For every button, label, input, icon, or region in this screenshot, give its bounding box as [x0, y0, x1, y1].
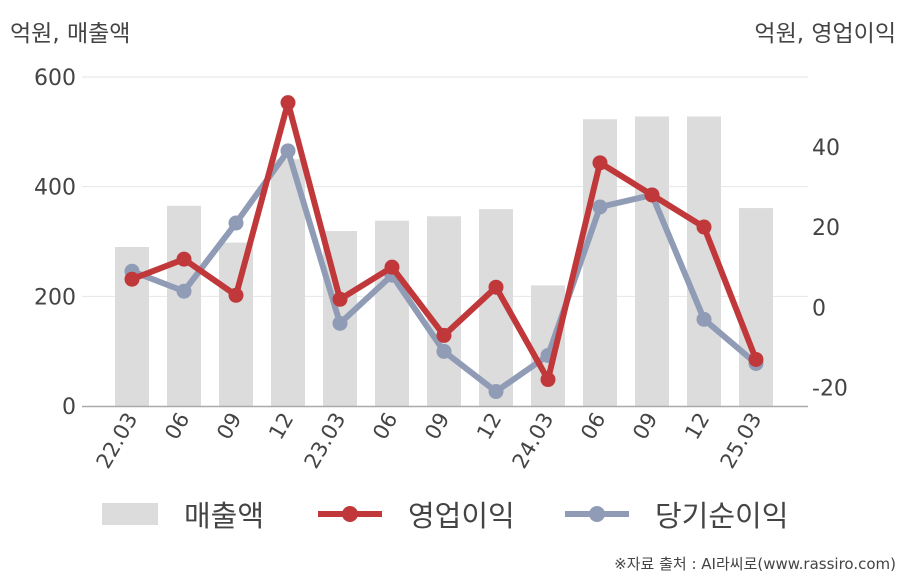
net-profit-point [488, 384, 504, 400]
x-tick-label: 23.03 [299, 409, 350, 473]
x-tick-label: 06 [160, 409, 194, 444]
revenue-bar [531, 285, 565, 406]
x-tick-label: 12 [472, 409, 506, 444]
revenue-bars [115, 116, 773, 406]
legend-label-revenue: 매출액 [184, 499, 265, 533]
profit-lines [124, 95, 764, 400]
operating-profit-point [748, 351, 764, 367]
right-tick-label: -20 [812, 377, 848, 402]
right-tick-label: 0 [812, 296, 826, 321]
left-tick-label: 0 [62, 395, 76, 420]
operating-profit-point [280, 95, 296, 111]
x-tick-label: 22.03 [91, 409, 142, 473]
legend-label-operating-profit: 영업이익 [408, 499, 515, 533]
x-tick-label: 06 [576, 409, 610, 444]
left-tick-label: 600 [34, 66, 76, 91]
x-tick-label: 09 [212, 409, 246, 444]
x-tick-label: 09 [628, 409, 662, 444]
revenue-bar [635, 116, 669, 406]
revenue-bar [271, 159, 305, 406]
net-profit-point [280, 143, 296, 159]
x-tick-label: 25.03 [715, 409, 766, 473]
net-profit-point [436, 343, 452, 359]
x-tick-label: 24.03 [507, 409, 558, 473]
net-profit-point [176, 283, 192, 299]
x-tick-label: 09 [420, 409, 454, 444]
revenue-bar [739, 208, 773, 406]
legend-label-net-profit: 당기순이익 [655, 499, 789, 533]
x-tick-label: 06 [368, 409, 402, 444]
x-tick-label: 12 [264, 409, 298, 444]
operating-profit-point [696, 219, 712, 235]
revenue-bar [167, 205, 201, 406]
operating-profit-point [644, 187, 660, 203]
right-tick-label: 40 [812, 136, 840, 161]
left-tick-label: 400 [34, 176, 76, 201]
net-profit-point [332, 315, 348, 331]
operating-profit-point [384, 259, 400, 275]
operating-profit-point [592, 155, 608, 171]
operating-profit-point [176, 251, 192, 267]
net-profit-swatch [565, 503, 629, 525]
legend-item-net-profit: 당기순이익 [565, 494, 788, 534]
revenue-swatch [102, 503, 158, 525]
chart-legend: 매출액 영업이익 당기순이익 [0, 494, 908, 534]
net-profit-point [228, 215, 244, 231]
net-profit-point [696, 311, 712, 327]
operating-profit-point [228, 287, 244, 303]
legend-item-operating-profit: 영업이익 [318, 494, 515, 534]
data-source-note: ※자료 출처 : AI라씨로(www.rassiro.com) [614, 555, 896, 573]
operating-profit-point [124, 271, 140, 287]
operating-profit-point [488, 279, 504, 295]
legend-item-revenue: 매출액 [102, 494, 264, 534]
operating-profit-swatch [318, 503, 382, 525]
right-tick-label: 20 [812, 216, 840, 241]
left-tick-label: 200 [34, 285, 76, 310]
operating-profit-point [332, 291, 348, 307]
revenue-bar [219, 242, 253, 406]
net-profit-point [592, 199, 608, 215]
operating-profit-point [436, 327, 452, 343]
revenue-bar [375, 220, 409, 406]
left-axis-unit-label: 억원, 매출액 [10, 21, 131, 47]
revenue-bar [427, 216, 461, 406]
right-axis-unit-label: 억원, 영업이익 [754, 21, 896, 47]
x-tick-label: 12 [680, 409, 714, 444]
operating-profit-point [540, 372, 556, 388]
